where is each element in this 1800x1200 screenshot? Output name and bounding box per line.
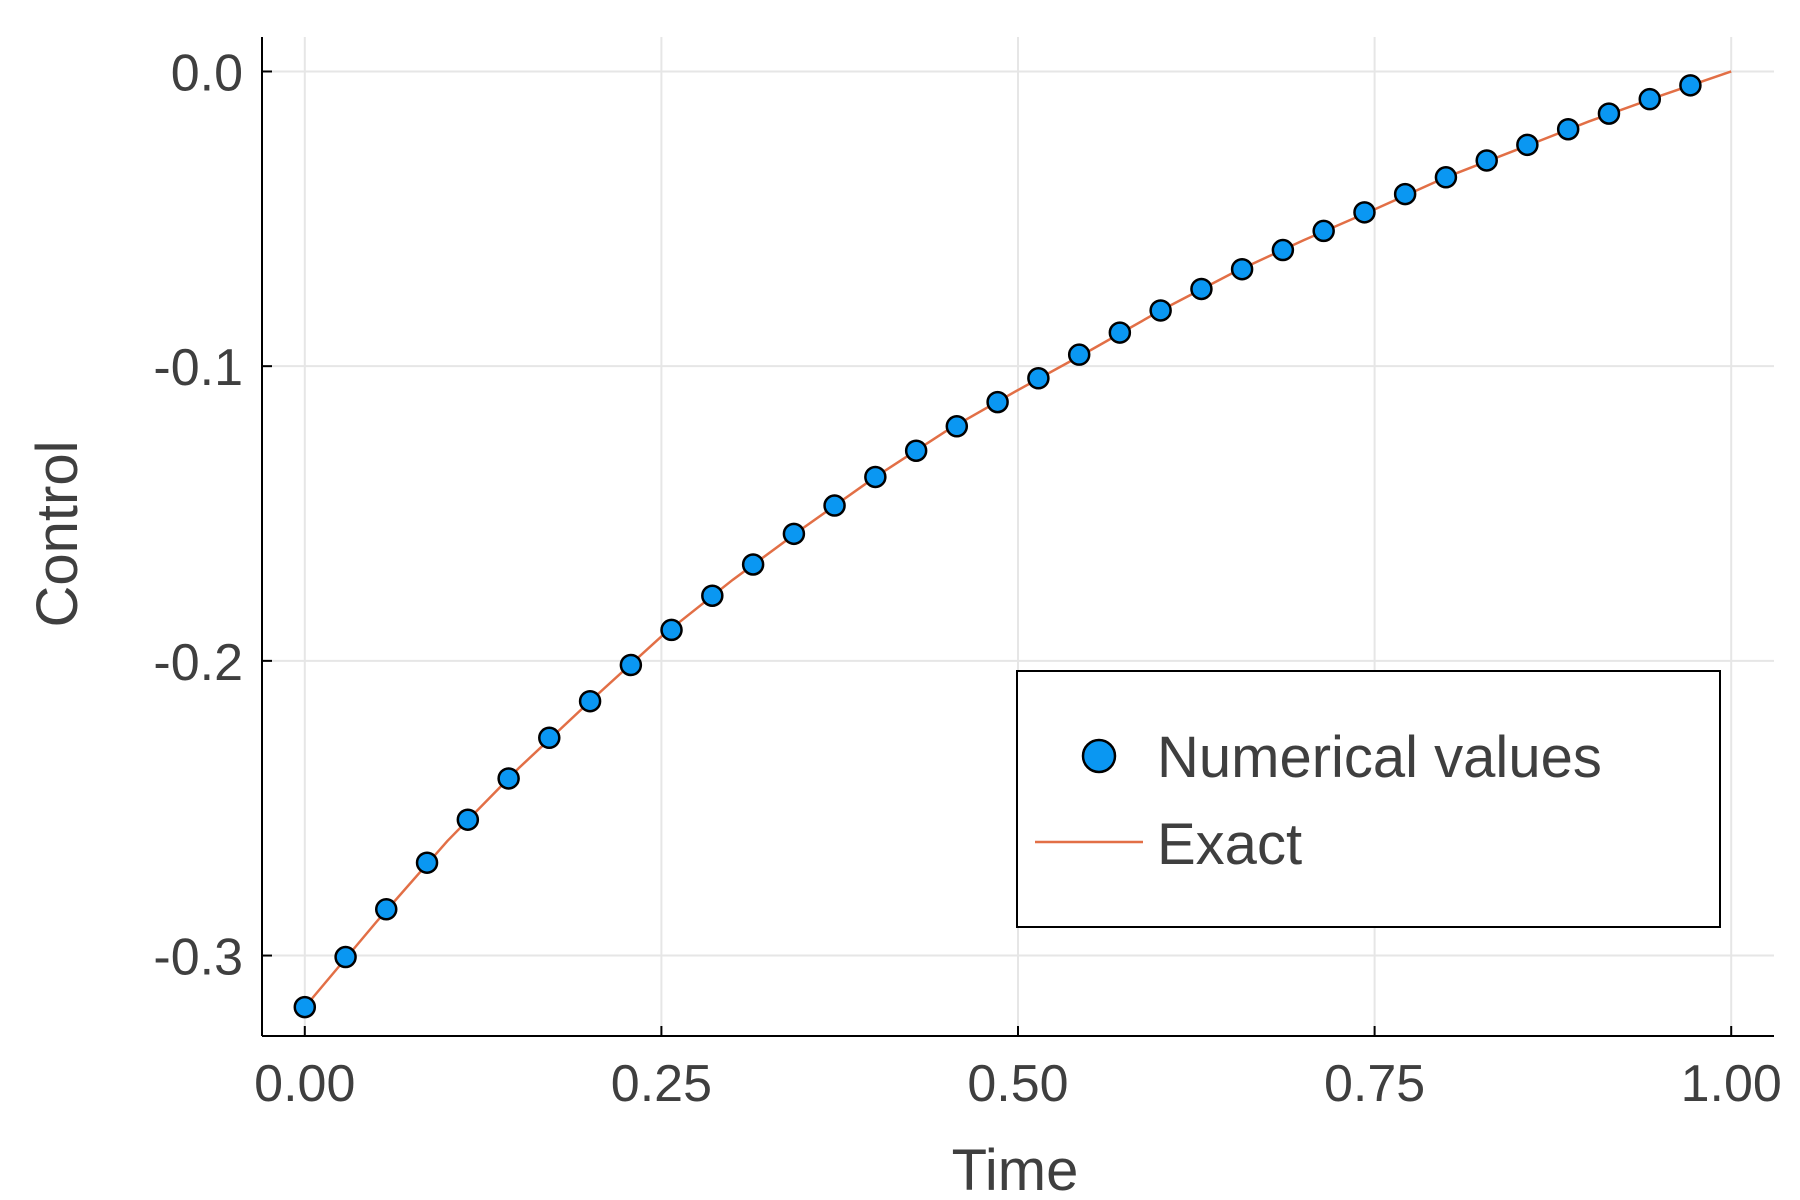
data-point-11 bbox=[741, 553, 765, 576]
y-axis-title: Control bbox=[25, 441, 90, 628]
grid-lines bbox=[262, 37, 1774, 1036]
legend-label-numerical: Numerical values bbox=[1157, 725, 1602, 790]
data-point-0 bbox=[293, 995, 317, 1019]
data-point-28 bbox=[1434, 166, 1458, 189]
data-point-7 bbox=[578, 689, 602, 713]
legend: Numerical values Exact bbox=[1016, 670, 1721, 928]
data-point-31 bbox=[1556, 117, 1580, 141]
x-tick-label-4: 1.00 bbox=[1681, 1055, 1782, 1113]
data-point-15 bbox=[904, 439, 928, 462]
data-point-3 bbox=[415, 851, 439, 874]
data-point-21 bbox=[1149, 299, 1172, 322]
data-point-2 bbox=[374, 898, 398, 921]
data-point-17 bbox=[986, 390, 1009, 414]
data-point-9 bbox=[660, 618, 683, 642]
data-point-23 bbox=[1230, 257, 1254, 281]
x-tick-label-3: 0.75 bbox=[1324, 1055, 1425, 1113]
numerical-series bbox=[293, 74, 1702, 1019]
axes bbox=[261, 37, 1774, 1037]
data-point-8 bbox=[619, 653, 643, 677]
x-tick-label-0: 0.00 bbox=[254, 1055, 355, 1113]
data-point-29 bbox=[1475, 149, 1498, 172]
y-tick-label-3: -0.3 bbox=[153, 929, 243, 987]
data-point-26 bbox=[1353, 201, 1376, 224]
data-point-16 bbox=[945, 415, 969, 438]
data-point-6 bbox=[538, 726, 561, 750]
data-point-19 bbox=[1067, 343, 1091, 366]
x-axis-title: Time bbox=[952, 1138, 1079, 1200]
x-tick-label-2: 0.50 bbox=[967, 1055, 1068, 1113]
data-point-32 bbox=[1597, 102, 1621, 125]
data-point-24 bbox=[1271, 238, 1295, 262]
data-point-4 bbox=[456, 808, 480, 831]
data-point-12 bbox=[782, 522, 806, 546]
data-point-10 bbox=[701, 584, 724, 607]
legend-label-exact: Exact bbox=[1157, 812, 1302, 877]
data-point-18 bbox=[1027, 367, 1050, 390]
data-point-22 bbox=[1190, 277, 1213, 301]
y-tick-label-0: 0.0 bbox=[171, 44, 243, 102]
data-point-13 bbox=[823, 494, 846, 517]
data-point-20 bbox=[1108, 321, 1132, 344]
tick-labels: 0.00 0.25 0.50 0.75 1.00 0.0 -0.1 -0.2 -0.3 bbox=[153, 44, 1781, 1113]
data-point-5 bbox=[497, 767, 520, 790]
data-point-25 bbox=[1312, 219, 1335, 243]
data-point-33 bbox=[1638, 87, 1662, 111]
data-point-1 bbox=[334, 945, 357, 969]
legend-box bbox=[1016, 670, 1721, 928]
data-point-34 bbox=[1679, 74, 1702, 97]
y-tick-label-1: -0.1 bbox=[153, 339, 243, 397]
y-tick-label-2: -0.2 bbox=[153, 634, 243, 692]
x-tick-label-1: 0.25 bbox=[611, 1055, 712, 1113]
data-point-14 bbox=[864, 465, 887, 489]
data-point-27 bbox=[1393, 182, 1417, 206]
data-point-30 bbox=[1516, 133, 1539, 157]
legend-marker-numerical bbox=[1081, 738, 1117, 774]
